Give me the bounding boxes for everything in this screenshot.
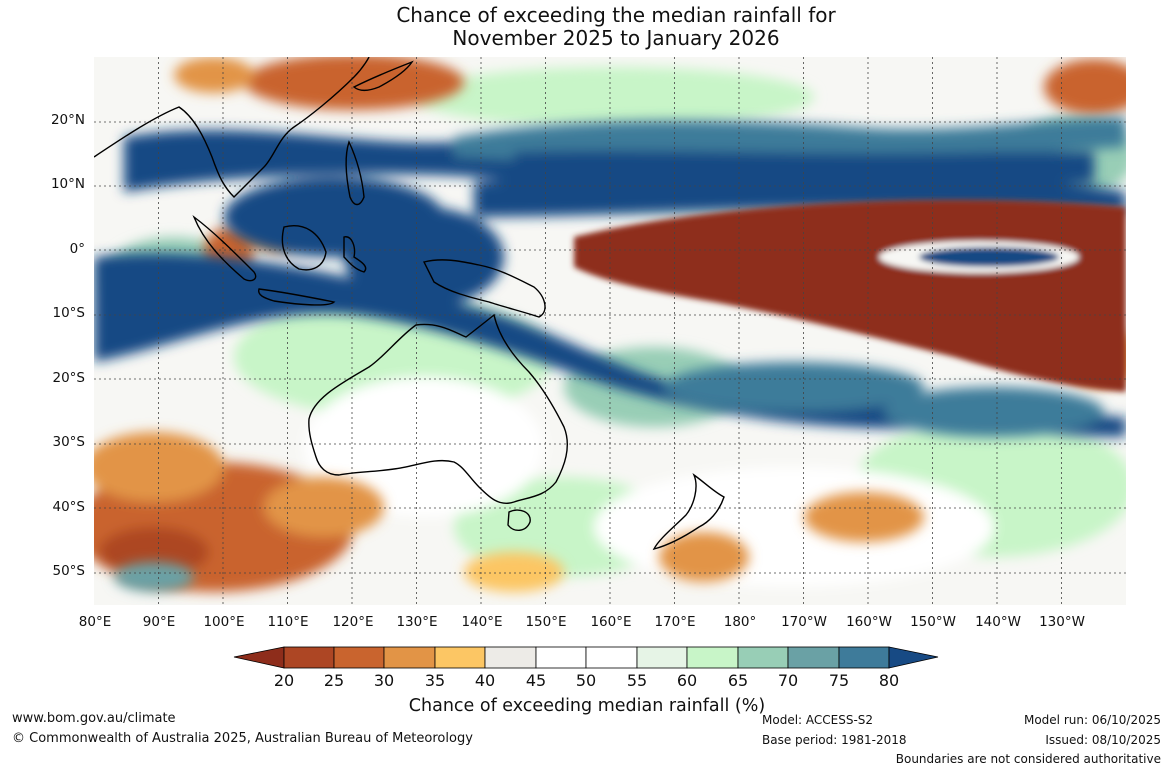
coastlines <box>94 57 725 551</box>
colorbar-segment <box>838 646 890 669</box>
lat-label-50s: 50°S <box>52 563 86 579</box>
colorbar-tick: 75 <box>828 671 850 690</box>
colorbar-segment <box>636 646 688 669</box>
lon-label-140w: 140°W <box>975 614 1021 630</box>
colorbar-tick: 50 <box>575 671 597 690</box>
lat-label-20s: 20°S <box>52 370 86 386</box>
central-pacific-dry-region <box>574 199 1126 392</box>
colorbar-tick: 40 <box>474 671 496 690</box>
colorbar-tick: 20 <box>273 671 295 690</box>
coastline-sumatra <box>192 214 257 282</box>
map-title: Chance of exceeding the median rainfall … <box>0 4 1173 50</box>
lon-label-130e: 130°E <box>396 614 438 630</box>
title-line-2: November 2025 to January 2026 <box>452 26 780 50</box>
lon-label-90e: 90°E <box>142 614 176 630</box>
model-run-text: Model run: 06/10/2025 <box>1023 713 1161 727</box>
lon-label-150w: 150°W <box>910 614 956 630</box>
lon-label-100e: 100°E <box>203 614 245 630</box>
lon-label-80e: 80°E <box>78 614 112 630</box>
coastline-java <box>257 288 336 306</box>
coastline-japan <box>352 60 414 92</box>
coastline-australia <box>308 313 568 504</box>
colorbar-label: Chance of exceeding median rainfall (%) <box>408 696 766 716</box>
colorbar-max-arrow <box>888 646 939 669</box>
disclaimer-text: Boundaries are not considered authoritat… <box>895 752 1161 766</box>
issued-text: Issued: 08/10/2025 <box>1045 733 1161 747</box>
lat-label-20n: 20°N <box>50 112 85 128</box>
lat-label-0: 0° <box>69 241 85 257</box>
coastline-new-guinea <box>422 259 546 318</box>
title-line-1: Chance of exceeding the median rainfall … <box>396 3 836 27</box>
lon-label-120e: 120°E <box>332 614 374 630</box>
lon-label-170w: 170°W <box>781 614 827 630</box>
colorbar-segment <box>333 646 385 669</box>
colorbar-tick: 35 <box>424 671 446 690</box>
colorbar-min-arrow <box>233 646 285 669</box>
lat-label-30s: 30°S <box>52 434 86 450</box>
coastline-tasmania <box>507 509 531 531</box>
coastline-new-zealand <box>652 473 725 551</box>
colorbar-tick: 80 <box>878 671 900 690</box>
coastline-asia <box>94 57 370 198</box>
lat-label-40s: 40°S <box>52 499 86 515</box>
lon-label-130w: 130°W <box>1039 614 1085 630</box>
lon-label-110e: 110°E <box>267 614 309 630</box>
colorbar-segment <box>383 646 436 669</box>
lat-label-10n: 10°N <box>50 176 85 192</box>
coastline-philippines <box>345 140 365 206</box>
colorbar-tick: 70 <box>777 671 799 690</box>
rainfall-map <box>94 57 1126 605</box>
colorbar-segment <box>585 646 638 669</box>
lon-label-170e: 170°E <box>654 614 696 630</box>
lon-label-150e: 150°E <box>525 614 567 630</box>
colorbar-segment <box>535 646 587 669</box>
colorbar-tick: 30 <box>373 671 395 690</box>
lon-label-180: 180° <box>723 614 757 630</box>
coastline-sulawesi <box>343 236 367 273</box>
base-period-text: Base period: 1981-2018 <box>762 733 907 747</box>
colorbar-segment <box>283 646 335 669</box>
colorbar-tick: 55 <box>626 671 648 690</box>
colorbar-tick: 60 <box>676 671 698 690</box>
colorbar <box>233 646 939 669</box>
lon-label-160e: 160°E <box>590 614 632 630</box>
colorbar-segment <box>737 646 789 669</box>
colorbar-tick: 45 <box>525 671 547 690</box>
lat-label-10s: 10°S <box>52 305 86 321</box>
colorbar-segment <box>787 646 840 669</box>
colorbar-tick: 25 <box>323 671 345 690</box>
coastline-borneo <box>281 225 327 271</box>
copyright-text: © Commonwealth of Australia 2025, Austra… <box>12 731 473 746</box>
colorbar-segment <box>434 646 486 669</box>
colorbar-segment <box>484 646 537 669</box>
colorbar-segment <box>686 646 739 669</box>
website-link[interactable]: www.bom.gov.au/climate <box>12 711 176 726</box>
lon-label-140e: 140°E <box>461 614 503 630</box>
graticule <box>94 57 1126 605</box>
lon-label-160w: 160°W <box>846 614 892 630</box>
rainfall-field-wet <box>94 117 1126 592</box>
model-text: Model: ACCESS-S2 <box>762 713 874 727</box>
colorbar-tick: 65 <box>727 671 749 690</box>
